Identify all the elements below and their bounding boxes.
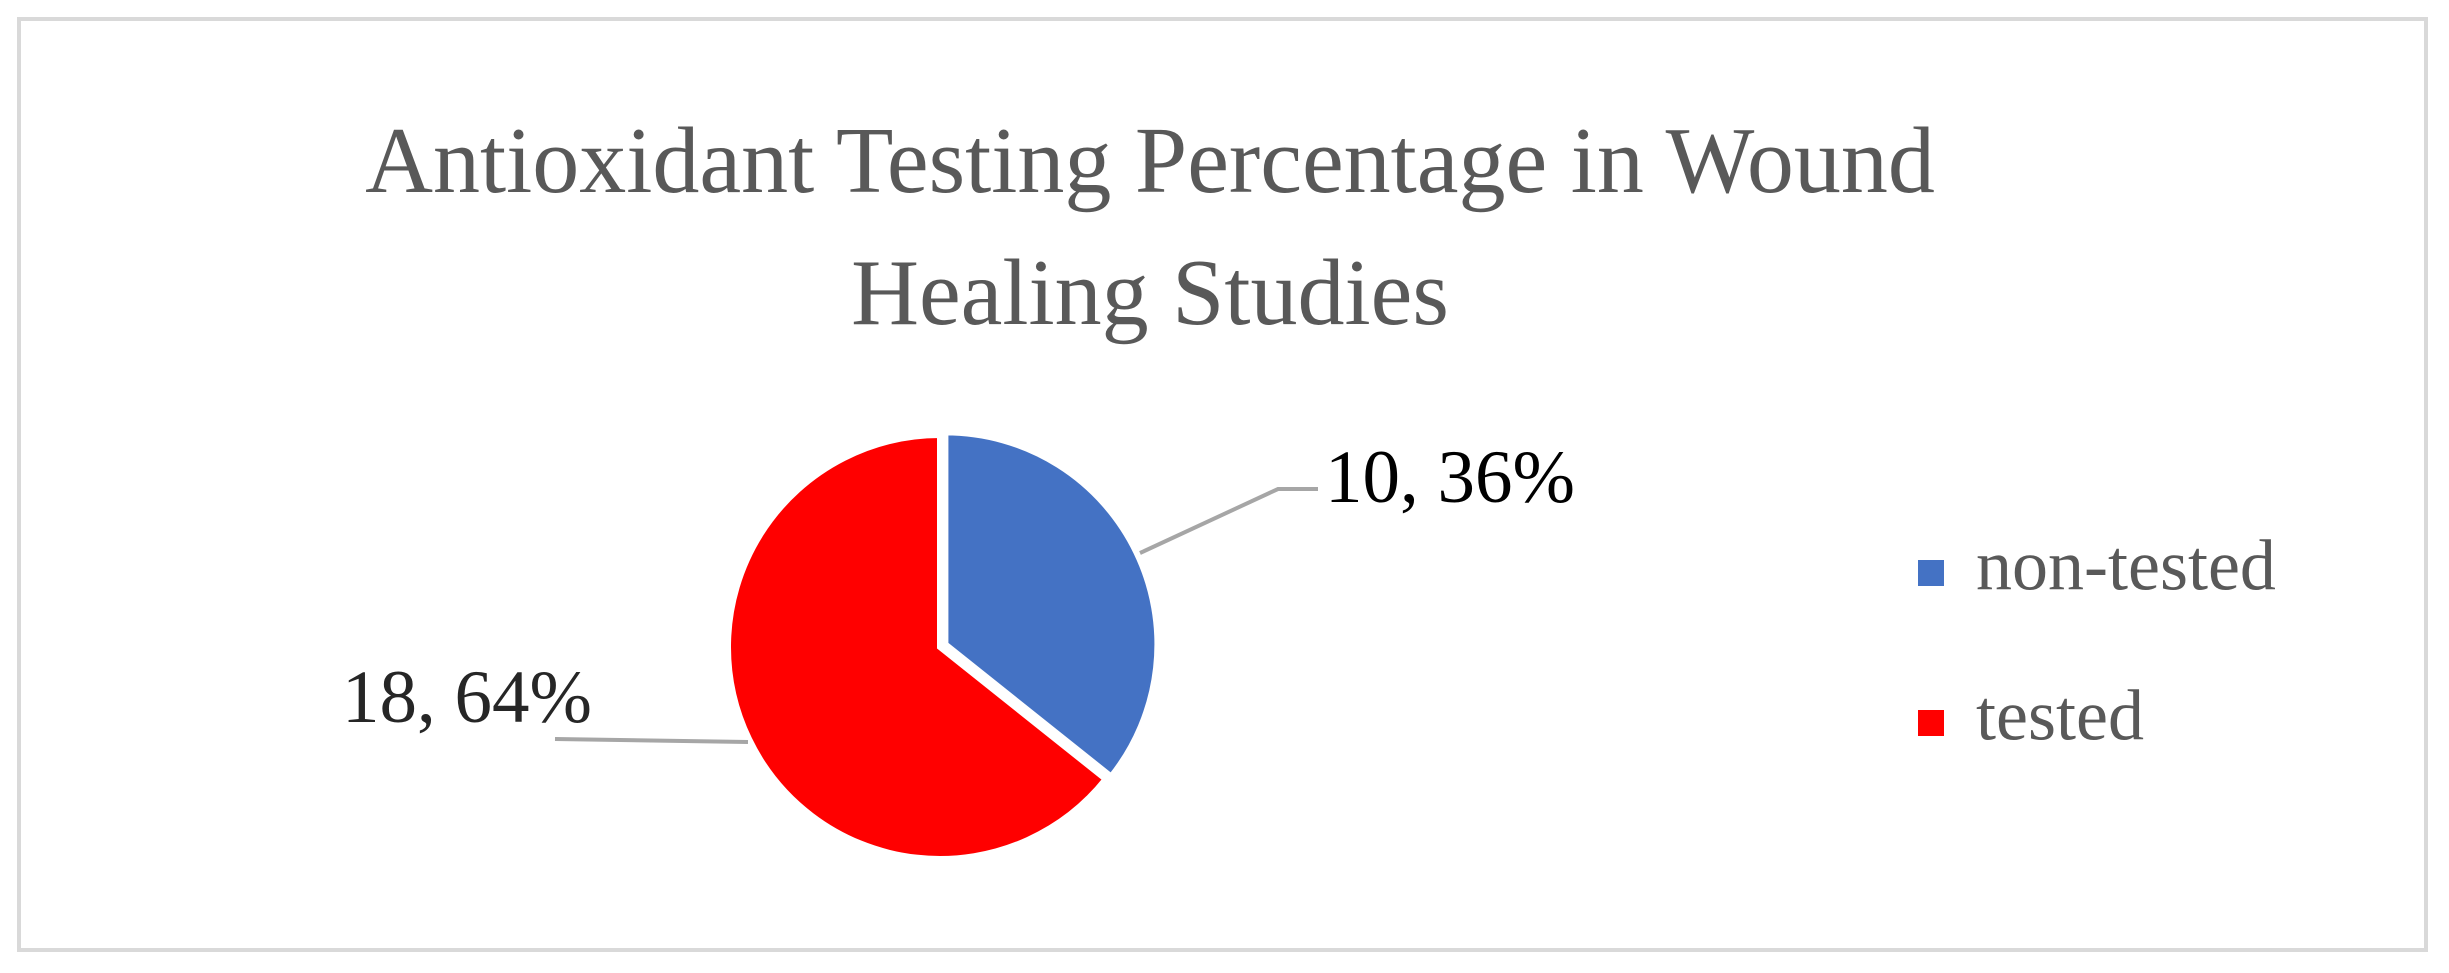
leader-line — [554, 737, 749, 744]
legend-swatch — [1918, 560, 1944, 586]
chart-border — [17, 17, 2428, 952]
leader-line — [1139, 487, 1318, 555]
data-label: 18, 64% — [342, 656, 592, 739]
data-label: 10, 36% — [1325, 436, 1575, 519]
pie-slice — [725, 431, 1110, 862]
pie-slice — [942, 429, 1161, 781]
chart-title: Antioxidant Testing Percentage in Wound … — [365, 109, 1935, 345]
legend-label: tested — [1976, 676, 2144, 756]
legend-label: non-tested — [1976, 526, 2276, 606]
legend-swatch — [1918, 710, 1944, 736]
